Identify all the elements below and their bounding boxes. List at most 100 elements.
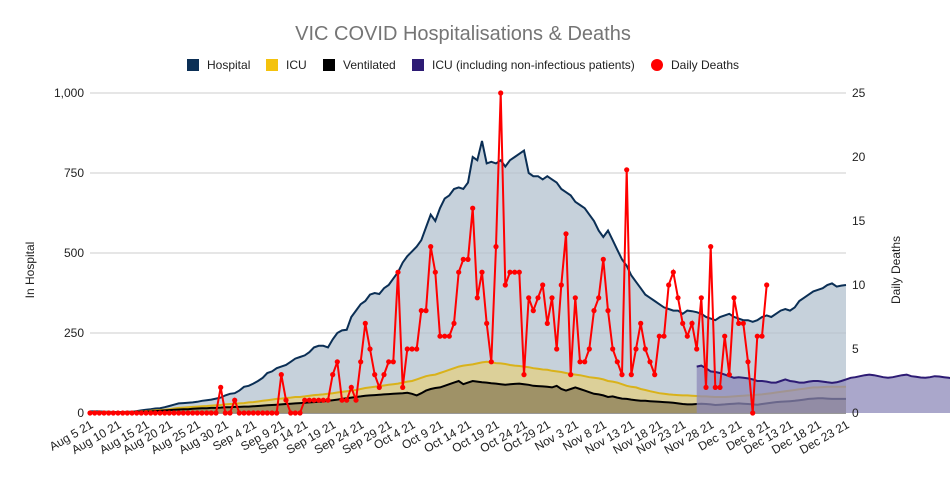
daily-deaths-point — [339, 397, 345, 403]
daily-deaths-point — [157, 410, 163, 416]
daily-deaths-point — [250, 410, 256, 416]
legend-label: Daily Deaths — [671, 58, 739, 72]
legend: Hospital ICU Ventilated ICU (including non-… — [187, 58, 739, 72]
legend-swatch — [187, 59, 199, 71]
daily-deaths-point — [358, 359, 364, 365]
daily-deaths-point — [530, 308, 536, 314]
daily-deaths-point — [628, 372, 634, 378]
daily-deaths-point — [465, 256, 471, 262]
daily-deaths-point — [325, 397, 331, 403]
legend-swatch — [323, 59, 335, 71]
daily-deaths-point — [138, 410, 144, 416]
daily-deaths-point — [176, 410, 182, 416]
daily-deaths-point — [428, 244, 434, 250]
daily-deaths-point — [484, 320, 490, 326]
daily-deaths-point — [344, 397, 350, 403]
icu-including-non-infectious-patients-area — [696, 365, 950, 413]
daily-deaths-point — [610, 346, 616, 352]
daily-deaths-point — [703, 384, 709, 390]
daily-deaths-point — [568, 372, 574, 378]
daily-deaths-point — [213, 410, 219, 416]
daily-deaths-point — [666, 282, 672, 288]
daily-deaths-point — [143, 410, 149, 416]
daily-deaths-point — [372, 372, 378, 378]
y2-tick-label: 10 — [852, 278, 866, 292]
daily-deaths-point — [232, 397, 238, 403]
daily-deaths-point — [409, 346, 415, 352]
area-series — [90, 140, 950, 414]
daily-deaths-point — [302, 397, 308, 403]
daily-deaths-point — [521, 372, 527, 378]
daily-deaths-point — [423, 308, 429, 314]
y-tick-label: 750 — [64, 166, 84, 180]
daily-deaths-point — [722, 333, 728, 339]
daily-deaths-point — [274, 410, 280, 416]
daily-deaths-point — [754, 333, 760, 339]
daily-deaths-point — [442, 333, 448, 339]
daily-deaths-point — [180, 410, 186, 416]
daily-deaths-point — [642, 346, 648, 352]
daily-deaths-point — [269, 410, 275, 416]
daily-deaths-point — [512, 269, 518, 275]
legend-swatch — [412, 59, 424, 71]
y-axis-label: In Hospital — [23, 242, 37, 299]
daily-deaths-point — [316, 397, 322, 403]
daily-deaths-point — [577, 359, 583, 365]
daily-deaths-point — [386, 359, 392, 365]
daily-deaths-point — [92, 410, 98, 416]
daily-deaths-point — [670, 269, 676, 275]
daily-deaths-point — [320, 397, 326, 403]
daily-deaths-point — [759, 333, 765, 339]
y-tick-label: 250 — [64, 326, 84, 340]
y2-axis-label: Daily Deaths — [889, 236, 903, 304]
daily-deaths-point — [87, 410, 93, 416]
y2-tick-label: 25 — [852, 86, 866, 100]
daily-deaths-point — [129, 410, 135, 416]
daily-deaths-point — [474, 295, 480, 301]
daily-deaths-point — [633, 346, 639, 352]
daily-deaths-point — [498, 90, 504, 96]
daily-deaths-point — [96, 410, 102, 416]
daily-deaths-point — [647, 359, 653, 365]
daily-deaths-point — [437, 333, 443, 339]
daily-deaths-point — [731, 295, 737, 301]
daily-deaths-point — [614, 359, 620, 365]
daily-deaths-point — [591, 308, 597, 314]
y-tick-label: 0 — [77, 406, 84, 420]
daily-deaths-point — [278, 372, 284, 378]
daily-deaths-point — [624, 167, 630, 173]
daily-deaths-point — [470, 205, 476, 211]
daily-deaths-point — [283, 397, 289, 403]
daily-deaths-point — [311, 397, 317, 403]
daily-deaths-point — [451, 320, 457, 326]
daily-deaths-point — [535, 295, 541, 301]
daily-deaths-point — [148, 410, 154, 416]
daily-deaths-point — [596, 295, 602, 301]
daily-deaths-point — [446, 333, 452, 339]
hospital-line — [90, 140, 847, 413]
daily-deaths-point — [745, 359, 751, 365]
daily-deaths-point — [292, 410, 298, 416]
daily-deaths-point — [572, 295, 578, 301]
legend-item: Daily Deaths — [651, 58, 739, 72]
y2-tick-label: 0 — [852, 406, 859, 420]
daily-deaths-point — [708, 244, 714, 250]
daily-deaths-point — [134, 410, 140, 416]
daily-deaths-point — [376, 384, 382, 390]
daily-deaths-point — [162, 410, 168, 416]
daily-deaths-point — [241, 410, 247, 416]
daily-deaths-point — [334, 359, 340, 365]
daily-deaths-point — [488, 359, 494, 365]
daily-deaths-point — [507, 269, 513, 275]
legend-item: ICU (including non-infectious patients) — [412, 58, 635, 72]
daily-deaths-point — [306, 397, 312, 403]
daily-deaths-point — [204, 410, 210, 416]
daily-deaths-point — [460, 256, 466, 262]
daily-deaths-point — [418, 308, 424, 314]
legend-label: ICU (including non-infectious patients) — [432, 58, 635, 72]
daily-deaths-point — [246, 410, 252, 416]
daily-deaths-point — [395, 269, 401, 275]
daily-deaths-point — [656, 333, 662, 339]
daily-deaths-point — [600, 256, 606, 262]
